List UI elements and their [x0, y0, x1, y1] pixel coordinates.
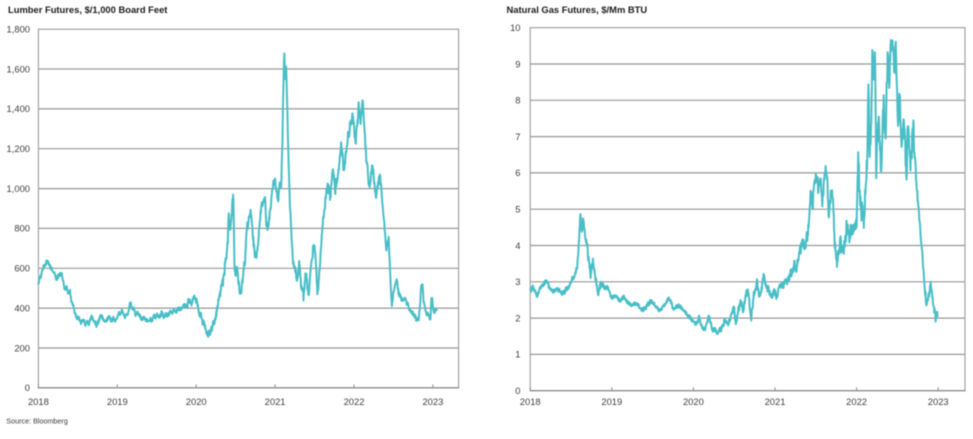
svg-text:4: 4: [515, 240, 520, 251]
svg-text:2019: 2019: [601, 396, 622, 407]
svg-text:7: 7: [515, 131, 520, 142]
svg-text:10: 10: [510, 22, 520, 33]
svg-text:2022: 2022: [846, 396, 867, 407]
svg-text:Source: Bloomberg: Source: Bloomberg: [6, 417, 68, 426]
svg-text:200: 200: [14, 342, 30, 353]
svg-text:2019: 2019: [107, 396, 128, 407]
svg-text:1,400: 1,400: [7, 103, 30, 114]
svg-text:9: 9: [515, 58, 520, 69]
svg-text:2022: 2022: [344, 396, 365, 407]
svg-text:2: 2: [515, 312, 520, 323]
svg-text:1,800: 1,800: [7, 24, 30, 35]
svg-text:2020: 2020: [683, 396, 704, 407]
svg-text:2021: 2021: [265, 396, 286, 407]
svg-text:2018: 2018: [28, 396, 49, 407]
svg-text:5: 5: [515, 204, 520, 215]
svg-text:1,000: 1,000: [7, 183, 30, 194]
svg-text:3: 3: [515, 276, 520, 287]
svg-text:2020: 2020: [186, 396, 207, 407]
svg-text:2021: 2021: [765, 396, 786, 407]
svg-text:0: 0: [25, 382, 30, 393]
svg-text:400: 400: [14, 302, 30, 313]
svg-text:Lumber Futures, $/1,000 Board: Lumber Futures, $/1,000 Board Feet: [8, 4, 167, 15]
svg-text:1: 1: [515, 349, 520, 360]
svg-text:2018: 2018: [520, 396, 541, 407]
svg-text:800: 800: [14, 223, 30, 234]
svg-text:6: 6: [515, 167, 520, 178]
svg-text:1,200: 1,200: [7, 143, 30, 154]
svg-text:1,600: 1,600: [7, 63, 30, 74]
svg-text:8: 8: [515, 95, 520, 106]
svg-text:2023: 2023: [928, 396, 949, 407]
svg-text:600: 600: [14, 263, 30, 274]
svg-text:Natural Gas Futures, $/Mm BTU: Natural Gas Futures, $/Mm BTU: [507, 4, 648, 15]
svg-text:2023: 2023: [422, 396, 443, 407]
svg-text:0: 0: [515, 385, 520, 396]
